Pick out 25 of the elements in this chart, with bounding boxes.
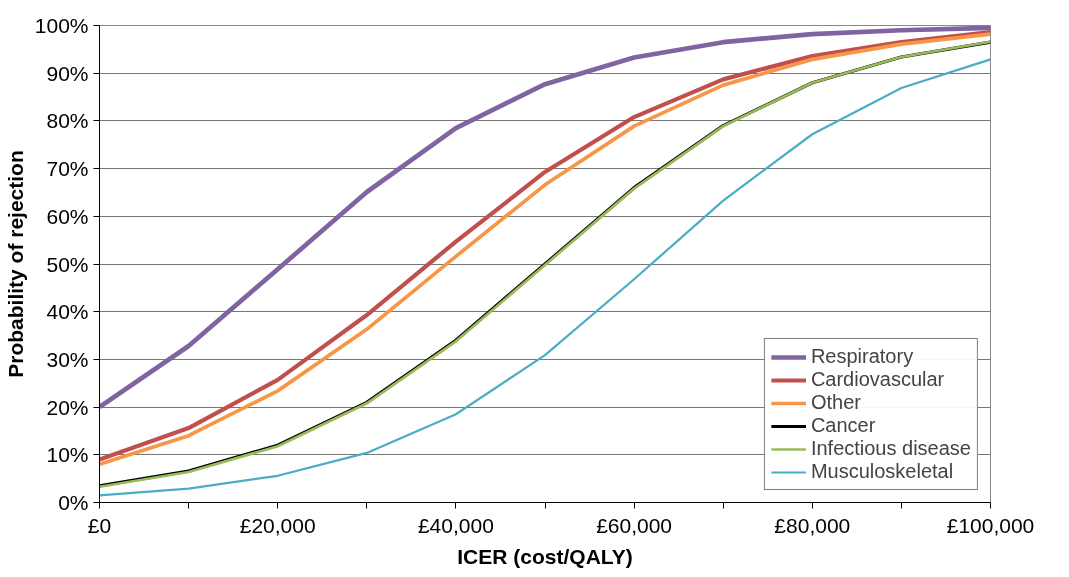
legend-label: Infectious disease: [810, 437, 971, 460]
legend-label: Other: [810, 391, 861, 414]
legend-label: Cancer: [810, 414, 876, 437]
y-tick-label: 10%: [46, 443, 89, 467]
x-tick-label: £100,000: [946, 513, 1035, 537]
y-tick-label: 40%: [46, 300, 89, 324]
y-tick-label: 90%: [46, 61, 89, 85]
y-tick-label: 20%: [46, 395, 89, 419]
y-tick-label: 70%: [46, 157, 89, 181]
y-tick-label: 100%: [34, 14, 89, 37]
legend-label: Cardiovascular: [810, 368, 945, 391]
legend-label: Musculoskeletal: [810, 460, 954, 483]
y-tick-label: 80%: [46, 109, 89, 133]
legend-label: Respiratory: [810, 345, 914, 368]
x-tick-label: £20,000: [239, 513, 316, 537]
y-axis-title: Probability of rejection: [3, 150, 27, 378]
x-axis-title: ICER (cost/QALY): [457, 544, 633, 568]
x-tick-label: £40,000: [417, 513, 494, 537]
y-tick-label: 60%: [46, 204, 89, 228]
x-tick-label: £80,000: [774, 513, 851, 537]
y-tick-label: 30%: [46, 347, 89, 371]
x-tick-label: £60,000: [596, 513, 673, 537]
x-tick-label: £0: [87, 513, 112, 537]
y-tick-label: 50%: [46, 252, 89, 276]
y-tick-label: 0%: [58, 491, 89, 514]
